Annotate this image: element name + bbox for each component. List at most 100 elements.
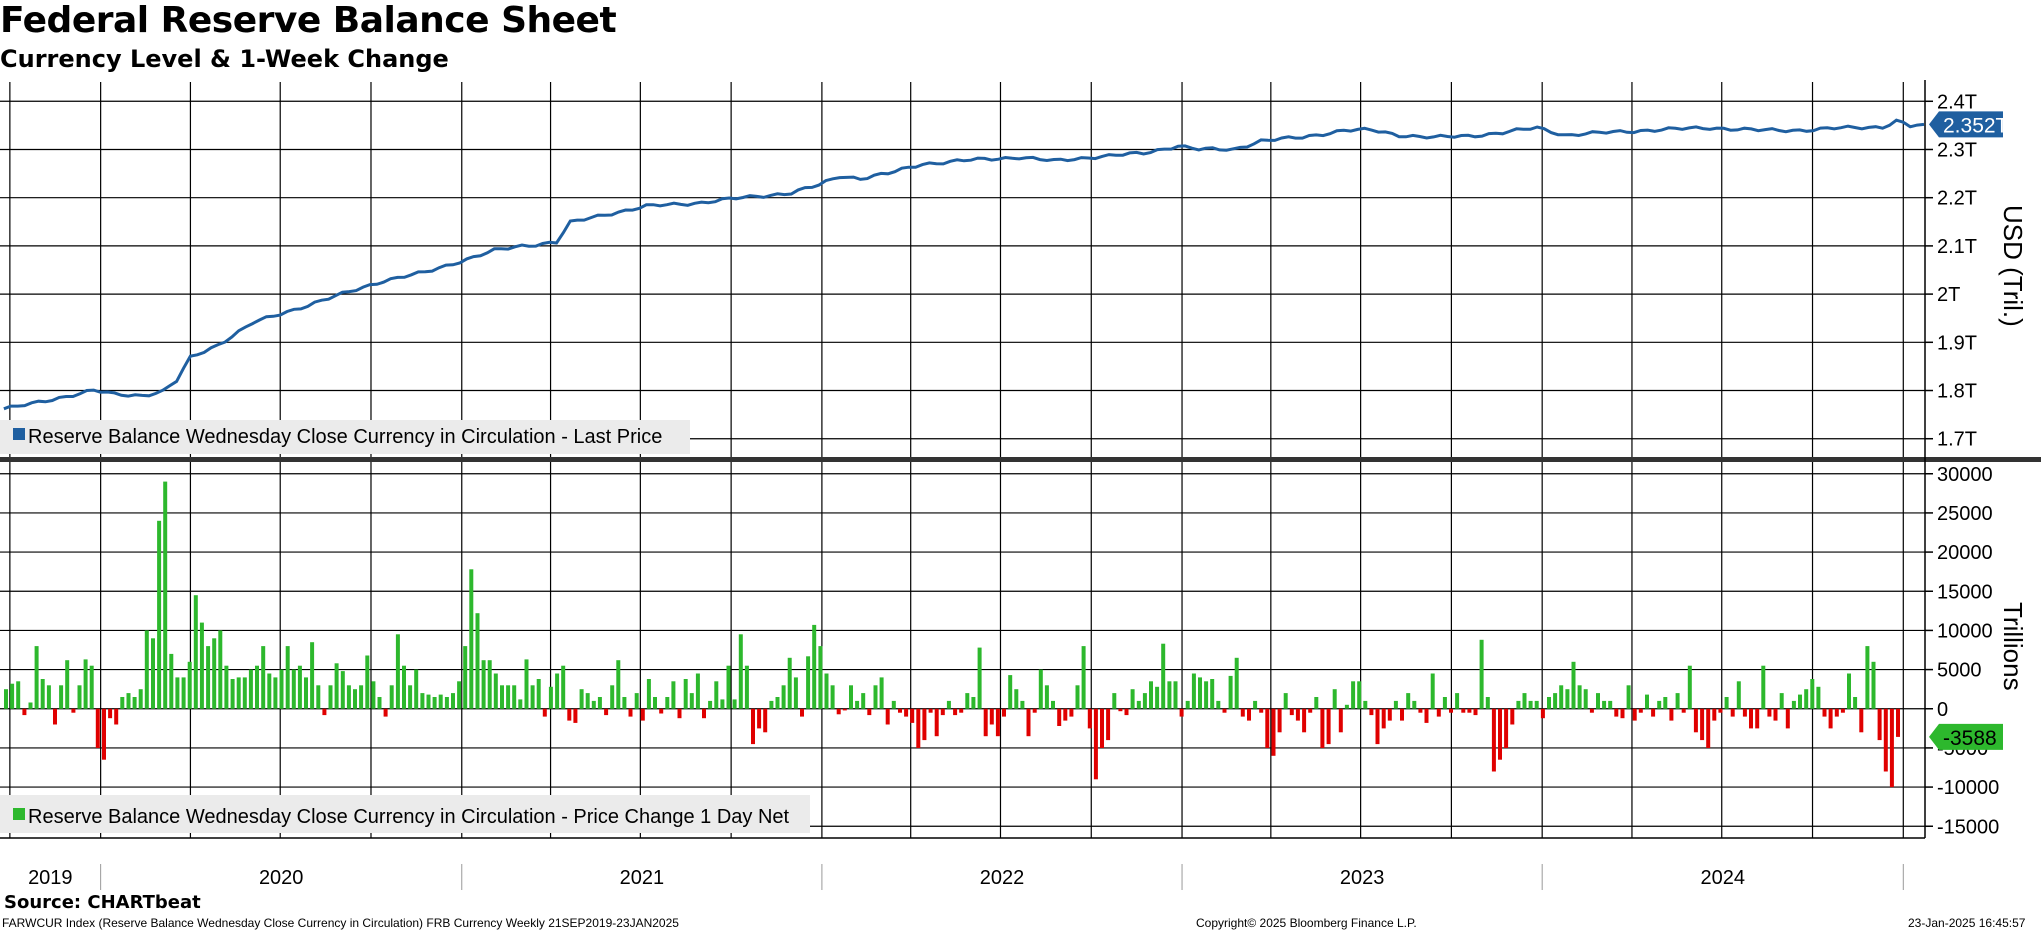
change-bar (126, 693, 131, 709)
change-bar (1228, 675, 1233, 709)
y-tick-label: 25000 (1937, 503, 1993, 525)
change-bar (1026, 708, 1031, 737)
x-tick-label: 2020 (259, 867, 304, 889)
change-bar (904, 708, 909, 717)
change-bar (206, 646, 211, 709)
change-bar (702, 708, 706, 719)
change-bar (518, 699, 523, 709)
change-bar (995, 708, 1000, 737)
change-bar (328, 685, 333, 709)
change-bar (402, 665, 406, 709)
change-bar (89, 665, 94, 709)
change-bar (1712, 708, 1717, 721)
change-bar (1179, 708, 1184, 717)
change-bar (389, 685, 394, 709)
x-tick-label: 2019 (28, 867, 73, 889)
change-bar (255, 665, 259, 709)
change-bar (506, 685, 511, 709)
change-bar (267, 673, 272, 709)
change-bar (763, 708, 768, 733)
change-bar (1626, 685, 1631, 709)
change-bar (1577, 685, 1582, 709)
change-bar (573, 708, 578, 723)
y-tick-label: -10000 (1937, 777, 1999, 799)
change-bar (457, 681, 462, 709)
change-bar (1338, 708, 1343, 733)
chart-subtitle: Currency Level & 1-Week Change (0, 45, 449, 73)
change-bar (1216, 700, 1221, 709)
change-bar (977, 647, 982, 709)
change-bar (46, 685, 51, 709)
change-bar (1602, 700, 1607, 709)
change-bar (340, 671, 345, 709)
x-tick-label: 2022 (980, 867, 1025, 889)
change-bar (953, 708, 958, 716)
change-bar (359, 685, 364, 709)
change-bar (842, 708, 847, 711)
y-axis-label: Trillions (1998, 602, 2028, 691)
change-bar (916, 708, 921, 748)
change-bar (475, 613, 480, 709)
change-bar (1173, 681, 1178, 709)
change-bar (867, 708, 872, 716)
change-bar (628, 708, 633, 717)
footer-copyright: Copyright© 2025 Bloomberg Finance L.P. (1196, 916, 1417, 930)
y-tick-label: 2.4T (1937, 91, 1977, 113)
change-bar (304, 677, 308, 709)
change-bar (732, 699, 737, 709)
change-bar (1191, 673, 1196, 709)
change-bar (365, 655, 370, 709)
change-bar (1424, 708, 1429, 723)
change-bar (1198, 677, 1202, 709)
change-bar (1412, 700, 1417, 709)
change-bar (1571, 661, 1576, 709)
change-bar (989, 708, 994, 725)
change-bar (1871, 661, 1876, 709)
x-tick-label: 2023 (1340, 867, 1385, 889)
change-bar (751, 708, 755, 745)
change-bar (151, 638, 155, 709)
y-tick-label: 2.1T (1937, 236, 1977, 258)
y-tick-label: 0 (1937, 699, 1948, 721)
legend-label: Reserve Balance Wednesday Close Currency… (28, 806, 790, 828)
y-tick-label: 15000 (1937, 581, 1993, 603)
change-bar (163, 481, 168, 709)
change-bar (1081, 646, 1086, 709)
y-tick-label: 2T (1937, 284, 1960, 306)
change-bar (463, 646, 468, 709)
change-bar (95, 708, 100, 748)
change-bar (769, 700, 774, 709)
change-bar (1185, 700, 1190, 709)
legend-label: Reserve Balance Wednesday Close Currency… (28, 426, 662, 448)
change-bar (983, 708, 988, 737)
change-bar (1204, 681, 1209, 709)
change-bar (310, 642, 315, 709)
change-bar (1265, 708, 1270, 748)
change-bar (812, 624, 817, 709)
change-bar (1142, 693, 1147, 709)
change-bar (1320, 708, 1325, 748)
change-bar (695, 673, 700, 709)
change-bar (634, 693, 639, 709)
change-bar (1883, 708, 1888, 772)
change-bar (10, 683, 15, 709)
change-bar (181, 677, 186, 709)
change-bar (885, 708, 890, 725)
change-bar (1896, 708, 1900, 737)
change-bar (377, 697, 382, 709)
change-bar (855, 700, 860, 709)
change-bar (261, 646, 266, 709)
change-bar (1865, 646, 1870, 709)
change-bar (1436, 708, 1441, 717)
last-value-tag (1929, 111, 2003, 138)
change-bar (1100, 708, 1104, 748)
change-bar (1663, 697, 1668, 709)
source-label: Source: CHARTbeat (4, 892, 201, 913)
change-bar (414, 669, 419, 709)
footer-description: FARWCUR Index (Reserve Balance Wednesday… (2, 916, 679, 930)
change-bar (451, 693, 455, 709)
change-bar (1479, 639, 1484, 709)
y-tick-label: 1.9T (1937, 332, 1977, 354)
change-bar (316, 685, 321, 709)
change-bar (708, 700, 713, 709)
